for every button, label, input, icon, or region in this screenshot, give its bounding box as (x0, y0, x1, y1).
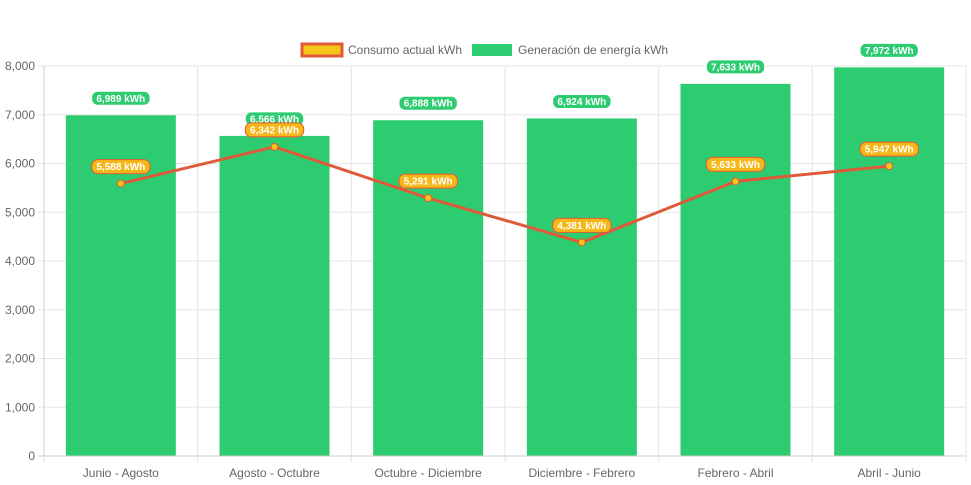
y-tick-label: 5,000 (5, 205, 35, 219)
data-labels: 6,989 kWh 6,566 kWh 6,888 kWh 6,924 kWh 7,63… (91, 42, 919, 233)
line-data-label: 4,381 kWh (552, 217, 612, 233)
legend-item-consumo[interactable]: Consumo actual kWh (300, 42, 462, 58)
bar (680, 83, 791, 457)
bar-data-label-bg (91, 90, 151, 106)
line-data-label-text: 5,588 kWh (96, 162, 145, 173)
grid (38, 65, 967, 462)
y-tick-label: 4,000 (5, 254, 35, 268)
x-tick-label: Octubre - Diciembre (374, 466, 482, 480)
x-tick-label: Junio - Agosto (83, 466, 159, 480)
bar-data-label-text: 7,633 kWh (711, 62, 760, 73)
bar-data-label-bg (552, 93, 612, 109)
line-data-label-text: 5,947 kWh (865, 145, 914, 156)
x-tick-label: Abril - Junio (857, 466, 921, 480)
line-data-label: 6,342 kWh (244, 122, 305, 138)
line-data-label-bg (552, 217, 612, 233)
legend-label-consumo: Consumo actual kWh (348, 43, 462, 57)
legend-swatch-generacion (472, 44, 512, 56)
bar-data-label-text: 6,989 kWh (96, 94, 145, 105)
y-tick-label: 8,000 (5, 59, 35, 73)
line-data-label-bg (244, 122, 305, 138)
legend[interactable]: Consumo actual kWh Generación de energía … (300, 42, 668, 58)
legend-swatch-consumo (300, 42, 344, 58)
y-tick-label: 0 (28, 449, 35, 463)
line-point (731, 177, 740, 186)
bar-data-label: 6,989 kWh (91, 90, 151, 106)
bar-data-label-text: 6,566 kWh (250, 114, 299, 125)
line-data-label: 5,291 kWh (398, 173, 458, 189)
bar-data-label-text: 6,924 kWh (557, 97, 606, 108)
bar (526, 118, 637, 456)
y-tick-label: 7,000 (5, 108, 35, 122)
x-tick-label: Febrero - Abril (697, 466, 773, 480)
x-tick-label: Agosto - Octubre (229, 466, 320, 480)
line-series (116, 142, 894, 247)
bar-data-label: 7,972 kWh (859, 42, 919, 58)
line-data-label-text: 5,633 kWh (711, 160, 760, 171)
bar-data-label: 6,888 kWh (398, 95, 458, 111)
line-data-label-bg (705, 156, 766, 172)
line-point (116, 179, 125, 188)
y-tick-label: 2,000 (5, 352, 35, 366)
bar-data-label-text: 6,888 kWh (404, 99, 453, 110)
line-data-label: 5,588 kWh (91, 159, 151, 175)
line-point (885, 162, 894, 171)
line-path (120, 145, 890, 244)
line-point (270, 142, 279, 151)
bar (373, 120, 484, 457)
y-tick-label: 1,000 (5, 400, 35, 414)
line-data-label: 5,947 kWh (859, 141, 919, 157)
line-data-label-bg (91, 159, 151, 175)
bar-data-label: 6,924 kWh (552, 93, 612, 109)
line-data-label-bg (859, 141, 919, 157)
bar-data-label-text: 7,972 kWh (865, 46, 914, 57)
line-data-label: 5,633 kWh (705, 156, 766, 172)
line-data-label-bg (398, 173, 458, 189)
line-point (424, 194, 433, 203)
line-data-label-text: 5,291 kWh (404, 177, 453, 188)
legend-label-generacion: Generación de energía kWh (518, 43, 668, 57)
y-tick-label: 6,000 (5, 157, 35, 171)
bar-data-label: 7,633 kWh (705, 59, 766, 75)
bar (834, 67, 945, 457)
bar-data-label-bg (859, 42, 919, 58)
line-data-label-text: 6,342 kWh (250, 125, 299, 136)
axes: 0 1,000 2,000 3,000 4,000 5,000 6,000 7,000 8,00… (5, 59, 966, 480)
line-data-label-text: 4,381 kWh (557, 221, 606, 232)
legend-item-generacion[interactable]: Generación de energía kWh (472, 43, 668, 57)
bar-data-label-bg (398, 95, 458, 111)
bar-series (65, 67, 945, 457)
x-tick-label: Diciembre - Febrero (528, 466, 635, 480)
line-point (577, 238, 586, 247)
bar-data-label-bg (705, 59, 766, 75)
y-tick-label: 3,000 (5, 303, 35, 317)
bar (219, 135, 330, 456)
